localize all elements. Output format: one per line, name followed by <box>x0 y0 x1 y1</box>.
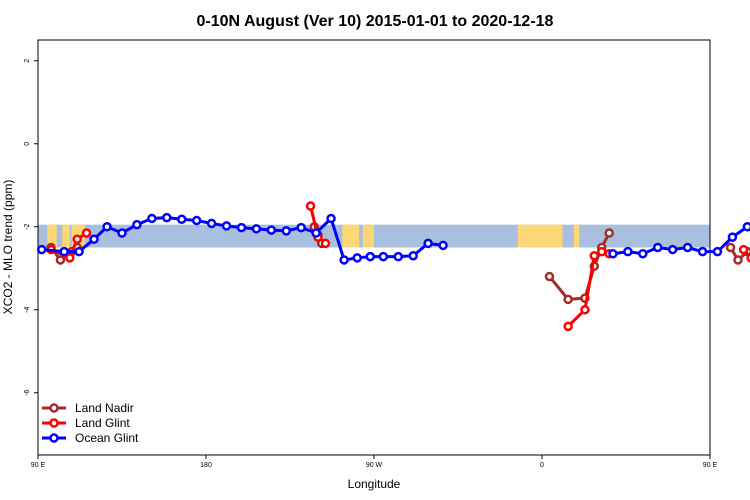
data-point <box>236 222 247 233</box>
series-line <box>41 216 444 262</box>
legend-marker <box>49 403 59 413</box>
data-point <box>81 228 92 238</box>
data-point <box>339 255 349 265</box>
data-point <box>652 242 663 253</box>
y-tick-label: -6 <box>24 390 31 396</box>
legend-marker <box>49 433 59 443</box>
data-point <box>251 224 262 234</box>
data-point <box>311 228 321 238</box>
data-point <box>72 234 82 244</box>
series-line <box>729 246 750 262</box>
chart-title: 0-10N August (Ver 10) 2015-01-01 to 2020… <box>197 13 554 30</box>
series-layer <box>36 201 750 332</box>
data-point <box>378 251 389 262</box>
data-point <box>725 242 736 253</box>
data-point <box>563 294 573 305</box>
data-point <box>623 246 633 257</box>
x-tick-label: 180 <box>200 462 212 469</box>
y-tick-label: 2 <box>24 59 31 63</box>
x-tick-label: 0 <box>540 462 544 469</box>
data-point <box>667 244 678 255</box>
data-point <box>742 222 750 232</box>
data-point <box>712 246 723 257</box>
legend-marker <box>49 418 59 428</box>
data-point <box>117 228 127 238</box>
series-line <box>567 250 610 328</box>
legend-label: Land Nadir <box>75 401 134 415</box>
data-point <box>682 242 693 253</box>
land-patch <box>517 224 563 248</box>
land-patch <box>573 224 580 248</box>
data-point <box>326 213 336 224</box>
land-patch <box>342 224 360 248</box>
data-point <box>563 321 573 332</box>
data-point <box>438 240 448 251</box>
data-point <box>36 244 47 255</box>
data-point <box>59 246 69 257</box>
data-point <box>320 238 331 249</box>
data-point <box>64 253 75 263</box>
data-point <box>221 221 232 231</box>
data-point <box>604 228 614 238</box>
land-patch <box>62 224 70 248</box>
data-point <box>408 251 418 261</box>
data-point <box>147 213 157 224</box>
y-tick-label: 0 <box>24 142 31 146</box>
data-point <box>746 253 750 263</box>
y-tick-label: -2 <box>24 224 31 230</box>
data-point <box>74 246 84 257</box>
data-point <box>365 251 376 262</box>
data-point <box>55 255 66 265</box>
y-tick-label: -4 <box>24 307 31 313</box>
data-point <box>393 251 404 262</box>
data-point <box>281 226 292 236</box>
data-point <box>697 246 708 257</box>
y-axis-label: XCO2 - MLO trend (ppm) <box>1 180 15 315</box>
x-axis-label: Longitude <box>348 477 401 491</box>
data-point <box>733 255 743 265</box>
data-point <box>305 201 316 211</box>
data-point <box>738 244 749 255</box>
x-tick-label: 90 E <box>703 462 718 469</box>
x-axis: 90 E 180 90 W 0 90 E <box>31 455 718 469</box>
series-ocean-glint <box>36 212 750 265</box>
y-axis: 2 0 -2 -4 -6 <box>24 59 38 396</box>
map-band <box>38 224 710 248</box>
data-point <box>266 225 277 235</box>
legend-label: Ocean Glint <box>75 431 139 445</box>
data-point <box>296 222 306 233</box>
data-point <box>352 253 362 263</box>
data-point <box>638 248 648 259</box>
data-point <box>132 219 142 230</box>
data-point <box>89 234 99 244</box>
x-tick-label: 90 E <box>31 462 46 469</box>
land-patch <box>362 224 374 248</box>
data-point <box>206 218 217 229</box>
data-point <box>162 212 172 223</box>
data-point <box>580 305 590 315</box>
land-patch <box>47 224 57 248</box>
data-point <box>423 238 433 249</box>
data-point <box>589 251 600 261</box>
data-point <box>727 232 738 242</box>
data-point <box>176 214 187 225</box>
data-point <box>608 248 618 259</box>
data-point <box>544 271 555 282</box>
data-point <box>191 215 202 226</box>
x-tick-label: 90 W <box>366 462 383 469</box>
data-point <box>596 246 607 257</box>
data-point <box>102 222 112 232</box>
legend-label: Land Glint <box>75 416 130 430</box>
